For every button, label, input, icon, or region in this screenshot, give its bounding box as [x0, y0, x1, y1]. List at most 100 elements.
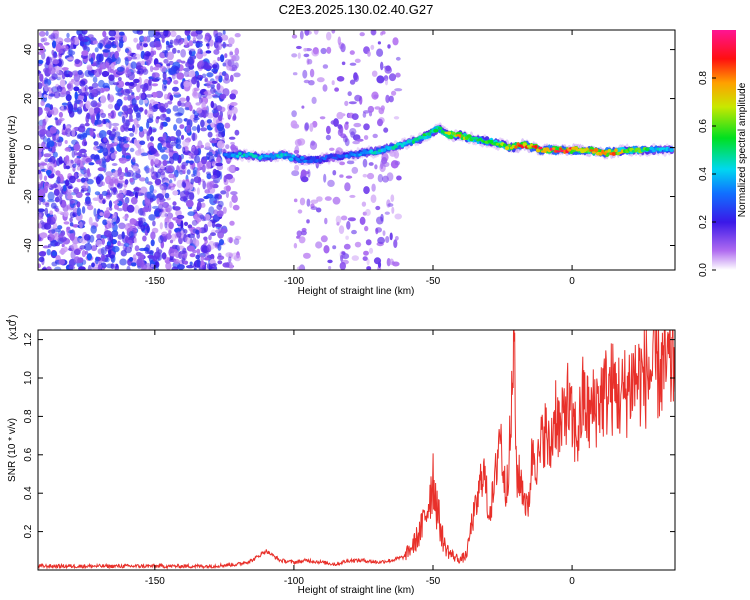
noise-speckle: [40, 162, 48, 166]
noise-speckle: [217, 252, 222, 258]
ridge-point: [309, 159, 314, 164]
noise-speckle: [219, 54, 225, 63]
noise-speckle: [297, 52, 301, 59]
ridge-point: [271, 155, 276, 159]
noise-speckle: [79, 40, 85, 47]
y-tick-label: 0.6: [23, 447, 34, 461]
noise-speckle: [310, 206, 318, 211]
noise-speckle: [150, 239, 155, 247]
noise-speckle: [61, 243, 65, 248]
noise-speckle: [217, 56, 221, 62]
noise-speckle: [90, 57, 94, 65]
noise-speckle: [124, 179, 129, 185]
noise-speckle: [169, 239, 174, 244]
spectrogram-marks: [38, 30, 675, 270]
noise-speckle: [215, 75, 219, 82]
noise-speckle: [83, 182, 89, 191]
noise-speckle: [123, 119, 131, 127]
noise-speckle: [97, 66, 102, 72]
noise-speckle: [199, 77, 203, 81]
noise-speckle: [200, 144, 205, 149]
noise-speckle: [80, 177, 86, 183]
noise-speckle: [172, 91, 180, 95]
noise-speckle: [77, 70, 83, 75]
noise-speckle: [206, 80, 211, 89]
noise-speckle: [136, 258, 143, 267]
noise-speckle: [210, 121, 215, 129]
noise-speckle: [302, 69, 308, 79]
ridge-point: [358, 153, 362, 156]
colorbar-tick-label: 0.2: [698, 215, 709, 229]
noise-speckle: [346, 220, 351, 230]
noise-speckle: [229, 201, 233, 208]
noise-speckle: [209, 39, 214, 47]
noise-speckle: [38, 162, 41, 167]
noise-speckle: [182, 182, 187, 188]
noise-speckle: [173, 124, 178, 131]
noise-speckle: [387, 203, 394, 207]
noise-speckle: [59, 196, 63, 205]
noise-speckle: [348, 101, 357, 105]
noise-speckle: [173, 173, 177, 182]
noise-speckle: [87, 264, 92, 270]
noise-speckle: [298, 236, 306, 244]
noise-speckle: [125, 88, 133, 94]
noise-speckle: [84, 91, 90, 96]
noise-speckle: [189, 261, 193, 266]
noise-speckle: [66, 32, 70, 39]
noise-speckle: [188, 104, 193, 112]
noise-speckle: [386, 172, 394, 182]
ridge-point: [347, 154, 351, 159]
ridge-point: [534, 144, 538, 149]
noise-speckle: [108, 37, 116, 41]
noise-speckle: [183, 229, 188, 234]
noise-speckle: [138, 217, 146, 224]
noise-speckle: [312, 120, 318, 128]
noise-speckle: [96, 145, 104, 149]
noise-speckle: [82, 38, 89, 43]
noise-speckle: [200, 119, 205, 128]
noise-speckle: [347, 217, 356, 222]
noise-speckle: [186, 95, 190, 102]
noise-speckle: [107, 94, 115, 103]
noise-speckle: [393, 239, 398, 249]
noise-speckle: [69, 211, 76, 218]
noise-speckle: [126, 107, 134, 115]
noise-speckle: [76, 134, 82, 139]
noise-speckle: [304, 30, 310, 36]
snr-y-ticks: 0.2 0.4 0.6 0.8 1.0 1.2: [23, 332, 675, 539]
noise-speckle: [205, 43, 210, 47]
noise-speckle: [38, 188, 45, 197]
noise-speckle: [49, 230, 58, 238]
noise-speckle: [53, 188, 60, 196]
noise-speckle: [218, 114, 223, 122]
noise-speckle: [48, 140, 55, 147]
noise-speckle: [126, 204, 135, 213]
noise-speckle: [149, 50, 155, 58]
noise-speckle: [130, 56, 138, 60]
noise-speckle: [151, 83, 159, 87]
noise-speckle: [48, 237, 54, 241]
noise-speckle: [67, 230, 74, 234]
noise-speckle: [139, 186, 148, 195]
noise-speckle: [148, 78, 152, 86]
noise-speckle: [78, 33, 83, 41]
noise-speckle: [57, 70, 64, 80]
noise-speckle: [151, 72, 156, 79]
noise-speckle: [172, 190, 179, 196]
noise-speckle: [92, 76, 98, 83]
noise-speckle: [149, 136, 154, 142]
noise-speckle: [144, 109, 148, 115]
noise-speckle: [328, 266, 332, 270]
colorbar-ticks: 0.0 0.2 0.4 0.6 0.8: [698, 71, 716, 277]
noise-speckle: [148, 103, 153, 111]
noise-speckle: [100, 253, 105, 262]
ridge-point: [669, 148, 674, 153]
noise-speckle: [161, 252, 167, 260]
noise-speckle: [309, 123, 314, 132]
noise-speckle: [184, 187, 189, 197]
noise-speckle: [38, 31, 46, 37]
noise-speckle: [132, 124, 135, 133]
noise-speckle: [366, 266, 372, 270]
noise-speckle: [202, 164, 206, 173]
